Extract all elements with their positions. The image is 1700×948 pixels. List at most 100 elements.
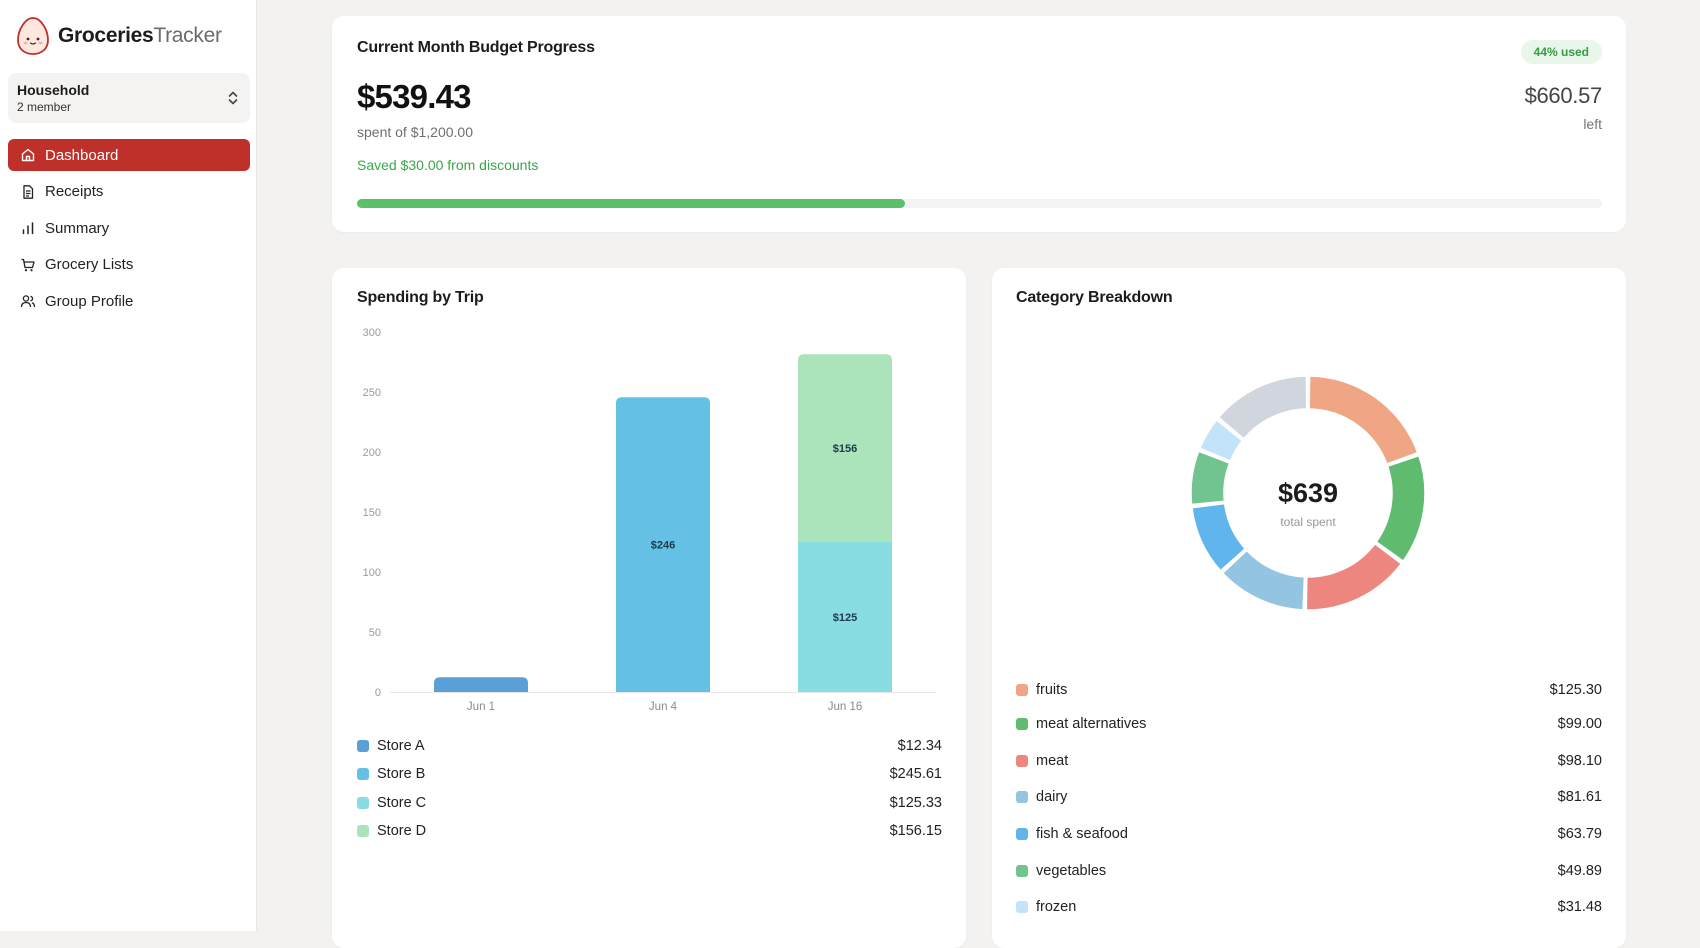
donut-slice-fish-seafood[interactable] [1191,502,1246,572]
bar-chart-icon [22,222,34,235]
bar-value-label: $125 [833,612,857,624]
home-icon [21,148,35,162]
bar-segment-store-c[interactable] [798,541,892,692]
bar-segment-store-b[interactable] [616,397,710,692]
trip-card-title: Spending by Trip [357,289,484,306]
nav-item-label: Grocery Lists [45,256,134,274]
category-value: $31.48 [1557,899,1602,916]
category-legend: fruits $125.30 meat alternatives $99.00 meat… [1016,673,1602,926]
legend-swatch [1016,683,1028,696]
category-label: fish & seafood [1036,826,1128,843]
group-switcher[interactable]: Household 2 member [8,73,250,123]
legend-value: $245.61 [889,766,942,783]
trip-legend: Store A $12.34 Store B $245.61 Store C $125.3… [357,732,942,845]
y-tick-label: 150 [363,507,381,519]
category-label: frozen [1036,899,1077,916]
brand[interactable]: GroceriesTracker [16,16,222,56]
legend-label: Store C [377,794,427,811]
category-item-meat-alternatives: meat alternatives $99.00 [1016,706,1602,743]
legend-label: Store D [377,823,427,840]
legend-item-store-d: Store D $156.15 [357,817,942,845]
category-label: meat alternatives [1036,716,1147,733]
category-label: fruits [1036,681,1068,698]
x-tick-label: Jun 4 [649,701,678,713]
spent-amount: $539.43 [357,78,471,115]
category-value: $81.61 [1557,789,1602,806]
y-tick-label: 100 [363,567,381,579]
users-icon [20,295,36,308]
legend-swatch [1016,754,1028,767]
legend-swatch [1016,864,1028,877]
budget-progress-bar [357,199,1602,208]
legend-value: $12.34 [897,738,942,755]
donut-slice-meat[interactable] [1305,542,1402,611]
legend-swatch [357,740,369,753]
y-tick-label: 50 [369,627,381,639]
y-tick-label: 0 [375,687,381,699]
budget-progress-card: Current Month Budget Progress 44% used $… [332,16,1626,232]
category-breakdown-card: Category Breakdown $639 total spent fruit… [992,268,1626,948]
nav-item-grocery-lists[interactable]: Grocery Lists [8,249,250,281]
category-label: vegetables [1036,862,1107,879]
category-value: $63.79 [1557,826,1602,843]
y-tick-label: 300 [363,327,381,339]
bar-value-label: $156 [833,443,857,455]
group-name: Household [17,82,90,98]
receipt-icon [23,184,34,199]
spent-of-total: spent of $1,200.00 [357,124,473,140]
legend-swatch [1016,791,1028,804]
legend-swatch [1016,828,1028,841]
legend-item-store-b: Store B $245.61 [357,760,942,788]
category-label: dairy [1036,789,1068,806]
category-item-fruits: fruits $125.30 [1016,673,1602,706]
legend-swatch [357,825,369,838]
donut-slice-fruits[interactable] [1308,375,1419,465]
remaining-amount: $660.57 [1524,83,1603,108]
nav-item-label: Summary [45,219,110,237]
legend-swatch [1016,718,1028,731]
egg-logo-icon [17,17,49,55]
x-tick-label: Jun 16 [828,701,863,713]
nav-item-summary[interactable]: Summary [8,212,250,244]
category-card-title: Category Breakdown [1016,289,1173,306]
legend-label: Store A [377,738,425,755]
bar-segment-store-a[interactable] [434,677,528,692]
nav-item-group-profile[interactable]: Group Profile [8,285,250,317]
brand-name: GroceriesTracker [58,24,222,47]
category-item-meat: meat $98.10 [1016,743,1602,780]
legend-item-store-c: Store C $125.33 [357,789,942,817]
group-member-count: 2 member [17,100,72,114]
bar-segment-store-d[interactable] [798,354,892,542]
nav-item-label: Group Profile [45,292,134,310]
category-value: $99.00 [1557,716,1602,733]
donut-center-value: $639 [1278,478,1338,508]
legend-item-store-a: Store A $12.34 [357,732,942,760]
sidebar: GroceriesTracker Household 2 member Dash… [0,0,257,931]
legend-swatch [1016,901,1028,914]
legend-swatch [357,768,369,781]
category-item-vegetables: vegetables $49.89 [1016,852,1602,889]
donut-slice-meat-alternatives[interactable] [1375,454,1426,562]
nav-item-dashboard[interactable]: Dashboard [8,139,250,171]
category-value: $98.10 [1557,752,1602,769]
nav-item-receipts[interactable]: Receipts [8,176,250,208]
donut-slice-dairy[interactable] [1221,549,1306,611]
y-tick-label: 250 [363,387,381,399]
donut-slice-frozen[interactable] [1199,419,1244,462]
spending-by-trip-chart: 0 50 100 150 200 250 300 Jun 1 $246 Jun 4 $125 $156… [363,327,936,713]
sidebar-nav: Dashboard Receipts Summary Grocery Lists… [8,139,250,322]
category-item-dairy: dairy $81.61 [1016,779,1602,816]
budget-used-badge: 44% used [1520,40,1602,64]
chevron-up-down-icon [228,91,238,105]
nav-item-label: Dashboard [45,146,119,164]
donut-slice-other[interactable] [1217,375,1308,440]
legend-swatch [357,796,369,809]
nav-item-label: Receipts [45,183,104,201]
donut-slice-vegetables[interactable] [1190,450,1231,506]
spending-by-trip-card: Spending by Trip 0 50 100 150 200 250 300 Jun 1… [332,268,966,948]
budget-card-title: Current Month Budget Progress [357,39,595,56]
legend-value: $156.15 [889,823,942,840]
category-value: $49.89 [1557,862,1602,879]
discount-savings: Saved $30.00 from discounts [357,157,539,173]
budget-progress-fill [357,199,905,208]
